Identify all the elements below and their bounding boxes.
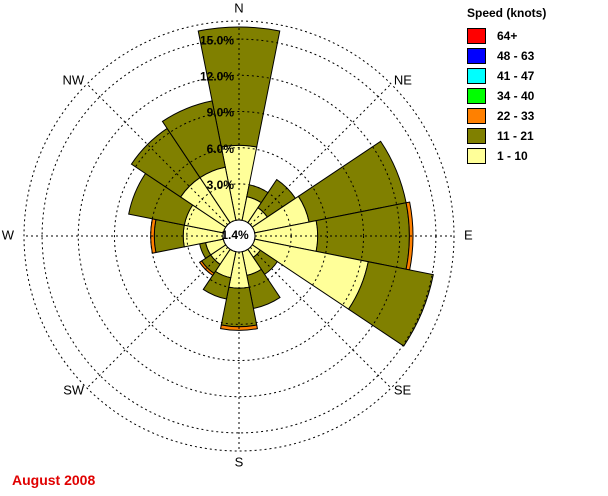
legend-swatch [467, 148, 486, 164]
petal-segment-ese [347, 261, 434, 347]
grid-ring [150, 147, 328, 325]
period-label: August 2008 [12, 472, 96, 488]
compass-label-w: W [2, 227, 15, 242]
legend-item: 48 - 63 [467, 46, 597, 66]
grid-ring [113, 110, 365, 362]
spoke-line [86, 246, 229, 389]
ring-label: 15.0% [200, 33, 234, 47]
legend-label: 48 - 63 [497, 49, 535, 63]
ring-label: 9.0% [207, 106, 235, 120]
legend-swatch [467, 128, 486, 144]
legend-item: 34 - 40 [467, 86, 597, 106]
grid-ring [77, 74, 401, 398]
petal-segment-sw [198, 260, 215, 277]
legend-label: 11 - 21 [497, 129, 534, 143]
compass-label-nw: NW [62, 73, 84, 88]
outer-ring [23, 20, 455, 452]
spoke-line [249, 246, 392, 389]
ring-label: 6.0% [207, 142, 235, 156]
legend-label: 22 - 33 [497, 109, 535, 123]
compass-label-sw: SW [63, 382, 85, 397]
spoke-line [86, 83, 229, 226]
legend-label: 64+ [497, 29, 518, 43]
legend-item: 11 - 21 [467, 126, 597, 146]
legend-label: 34 - 40 [497, 89, 535, 103]
compass-label-n: N [234, 0, 243, 15]
legend-label: 1 - 10 [497, 149, 528, 163]
legend-swatch [467, 68, 486, 84]
legend-swatch [467, 48, 486, 64]
petal-segment-ene [297, 140, 407, 223]
legend-item: 1 - 10 [467, 146, 597, 166]
legend-item: 22 - 33 [467, 106, 597, 126]
compass-label-se: SE [394, 382, 412, 397]
legend-label: 41 - 47 [497, 69, 535, 83]
legend: Speed (knots) 64+ 48 - 63 41 - 47 34 - 4… [467, 6, 597, 166]
ring-label: 3.0% [207, 178, 235, 192]
spoke-line [249, 83, 392, 226]
petal-segment-n [197, 26, 281, 148]
petal-segment-nnw [161, 100, 226, 179]
ring-label: 12.0% [200, 69, 234, 83]
compass-label-e: E [464, 227, 473, 242]
legend-title: Speed (knots) [467, 6, 547, 20]
calm-label: 1.4% [221, 228, 249, 242]
labels-layer: 3.0% 6.0% 9.0% 12.0% 15.0% 1.4% N NE E SE S SW W NW [2, 0, 473, 469]
legend-swatch [467, 88, 486, 104]
legend-item: 41 - 47 [467, 66, 597, 86]
petals-layer [128, 26, 434, 347]
spokes-layer [24, 21, 454, 451]
compass-label-ne: NE [394, 73, 412, 88]
compass-label-s: S [235, 454, 244, 469]
petal-segment-ssw [202, 270, 232, 300]
legend-swatch [467, 28, 486, 44]
legend-item: 64+ [467, 26, 597, 46]
legend-swatch [467, 108, 486, 124]
